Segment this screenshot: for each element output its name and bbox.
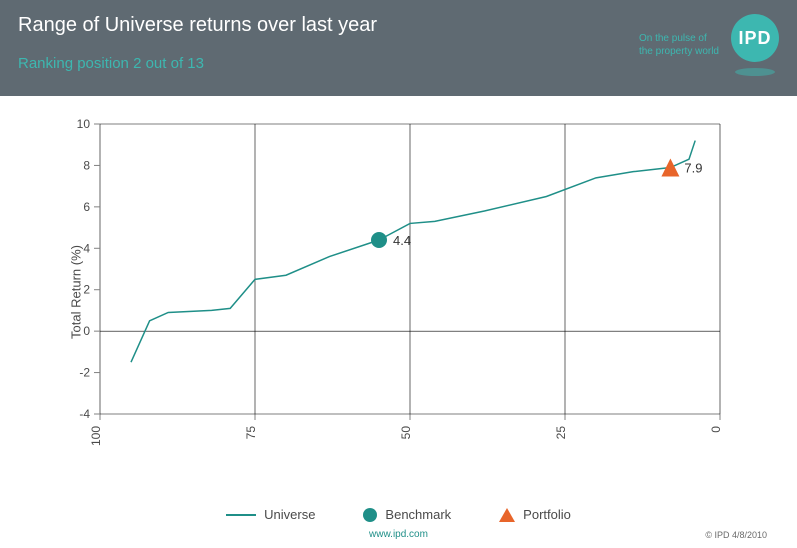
legend-benchmark-label: Benchmark (385, 507, 451, 522)
y-tick-label: -2 (79, 366, 90, 380)
chart-legend: Universe Benchmark Portfolio (30, 507, 767, 522)
y-tick-label: 8 (83, 158, 90, 172)
line-icon (226, 514, 256, 516)
y-tick-label: 10 (77, 117, 91, 131)
benchmark-label: 4.4 (393, 233, 411, 248)
y-tick-label: 0 (83, 324, 90, 338)
tagline: On the pulse of the property world (639, 32, 719, 58)
circle-icon (363, 508, 377, 522)
x-tick-label: 0 (709, 426, 723, 433)
logo: IPD (731, 14, 779, 76)
benchmark-marker (371, 232, 387, 248)
triangle-icon (499, 508, 515, 522)
footer-link[interactable]: www.ipd.com (369, 529, 428, 540)
chart-area: Total Return (%) 1007550250-4-202468104.… (30, 124, 767, 522)
y-tick-label: 4 (83, 241, 90, 255)
legend-universe-label: Universe (264, 507, 315, 522)
y-tick-label: -4 (79, 407, 90, 421)
legend-benchmark: Benchmark (363, 507, 451, 522)
universe-line (131, 141, 695, 363)
y-tick-label: 6 (83, 200, 90, 214)
footer: www.ipd.com © IPD 4/8/2010 (0, 529, 797, 540)
y-tick-label: 2 (83, 283, 90, 297)
header-bar: Range of Universe returns over last year… (0, 0, 797, 96)
returns-chart: 1007550250-4-202468104.47.9 (100, 124, 720, 454)
legend-universe: Universe (226, 507, 315, 522)
tagline-line2: the property world (639, 45, 719, 58)
portfolio-label: 7.9 (684, 161, 702, 176)
x-tick-label: 100 (89, 426, 103, 446)
y-axis-label: Total Return (%) (69, 245, 84, 339)
legend-portfolio-label: Portfolio (523, 507, 571, 522)
legend-portfolio: Portfolio (499, 507, 571, 522)
x-tick-label: 25 (554, 426, 568, 440)
logo-icon: IPD (731, 14, 779, 62)
logo-shadow-icon (735, 68, 775, 76)
header-right: On the pulse of the property world IPD (639, 14, 779, 76)
tagline-line1: On the pulse of (639, 32, 719, 45)
footer-copyright: © IPD 4/8/2010 (705, 530, 767, 540)
x-tick-label: 75 (244, 426, 258, 440)
x-tick-label: 50 (399, 426, 413, 440)
